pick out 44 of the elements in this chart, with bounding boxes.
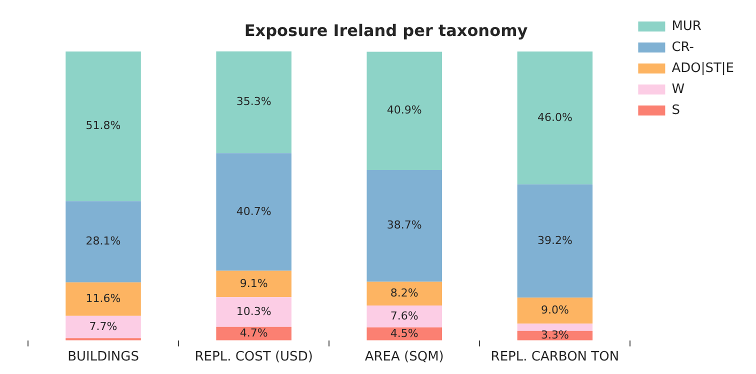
bar (216, 297, 292, 327)
data-label: 39.2% (537, 234, 572, 247)
bar (517, 298, 593, 324)
legend-label: S (672, 102, 680, 118)
bar (366, 305, 442, 328)
legend-label: ADO|ST|E (672, 60, 734, 76)
data-label: 46.0% (537, 110, 572, 124)
data-label: 9.0% (540, 304, 569, 316)
bar (216, 153, 292, 271)
data-label: 3.3% (540, 328, 569, 342)
legend-label: MUR (672, 18, 702, 34)
data-label: 8.2% (390, 286, 418, 300)
bar (66, 282, 141, 316)
x-tick-label: BUILDINGS (68, 350, 139, 365)
bar (66, 201, 141, 282)
bar (366, 170, 442, 282)
data-label: 4.5% (390, 326, 418, 340)
bar (216, 51, 292, 154)
bar (66, 51, 141, 202)
bar (66, 316, 141, 338)
data-label: 51.8% (86, 119, 121, 132)
data-label: 4.7% (240, 326, 268, 340)
data-label: 9.1% (240, 276, 268, 290)
data-label: 10.3% (236, 304, 272, 318)
data-label: 38.7% (386, 218, 422, 232)
bar (517, 324, 593, 331)
bar (216, 270, 292, 298)
bar (366, 282, 442, 306)
chart-title: Exposure Ireland per taxonomy (244, 20, 528, 40)
data-label: 40.7% (236, 204, 272, 218)
legend-label: CR- (672, 40, 694, 55)
data-label: 7.6% (390, 309, 418, 322)
x-tick-label: AREA (SQM) (364, 350, 444, 365)
data-label: 28.1% (86, 234, 121, 248)
bar (366, 52, 442, 170)
legend-label: W (672, 82, 685, 97)
data-label: 11.6% (86, 292, 121, 305)
x-tick-label: REPL. CARBON TON (490, 350, 620, 365)
data-label: 40.9% (386, 104, 422, 117)
bar (517, 51, 593, 184)
data-label: 35.3% (236, 95, 272, 108)
x-tick-label: REPL. COST (USD) (194, 350, 313, 365)
bar (517, 184, 593, 298)
data-label: 7.7% (89, 320, 118, 333)
